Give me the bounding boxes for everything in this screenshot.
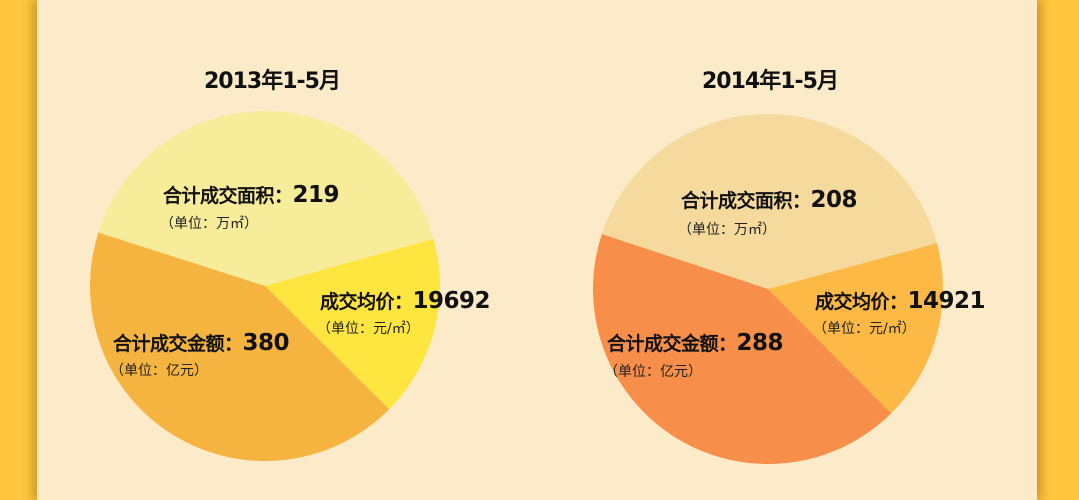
price-label-2014: 成交均价：14921	[815, 288, 986, 314]
pie-slice-price-2014	[768, 243, 944, 414]
pie-slice-amount-2014	[592, 234, 892, 465]
pie-slice-amount-2013	[89, 232, 390, 461]
area-unit-2014: （单位：万㎡）	[678, 222, 776, 238]
pie-slice-area-2013	[98, 111, 434, 286]
area-label-2014: 合计成交面积：208	[681, 187, 858, 213]
pie-title-2014: 2014年1-5月	[702, 69, 839, 94]
price-label-2013: 成交均价：19692	[320, 288, 491, 314]
area-unit-2013: （单位：万㎡）	[160, 216, 258, 232]
amount-unit-2014: （单位：亿元）	[604, 364, 702, 380]
amount-label-2013: 合计成交金额：380	[113, 330, 290, 356]
amount-unit-2013: （单位：亿元）	[110, 363, 208, 379]
amount-label-2014: 合计成交金额：288	[607, 330, 784, 356]
pie-slice-price-2013	[265, 238, 440, 410]
area-label-2013: 合计成交面积：219	[163, 182, 340, 208]
price-unit-2014: （单位：元/㎡）	[813, 321, 916, 337]
pie-title-2013: 2013年1-5月	[204, 69, 341, 94]
pie-slice-area-2014	[601, 113, 937, 289]
price-unit-2013: （单位：元/㎡）	[317, 321, 420, 337]
